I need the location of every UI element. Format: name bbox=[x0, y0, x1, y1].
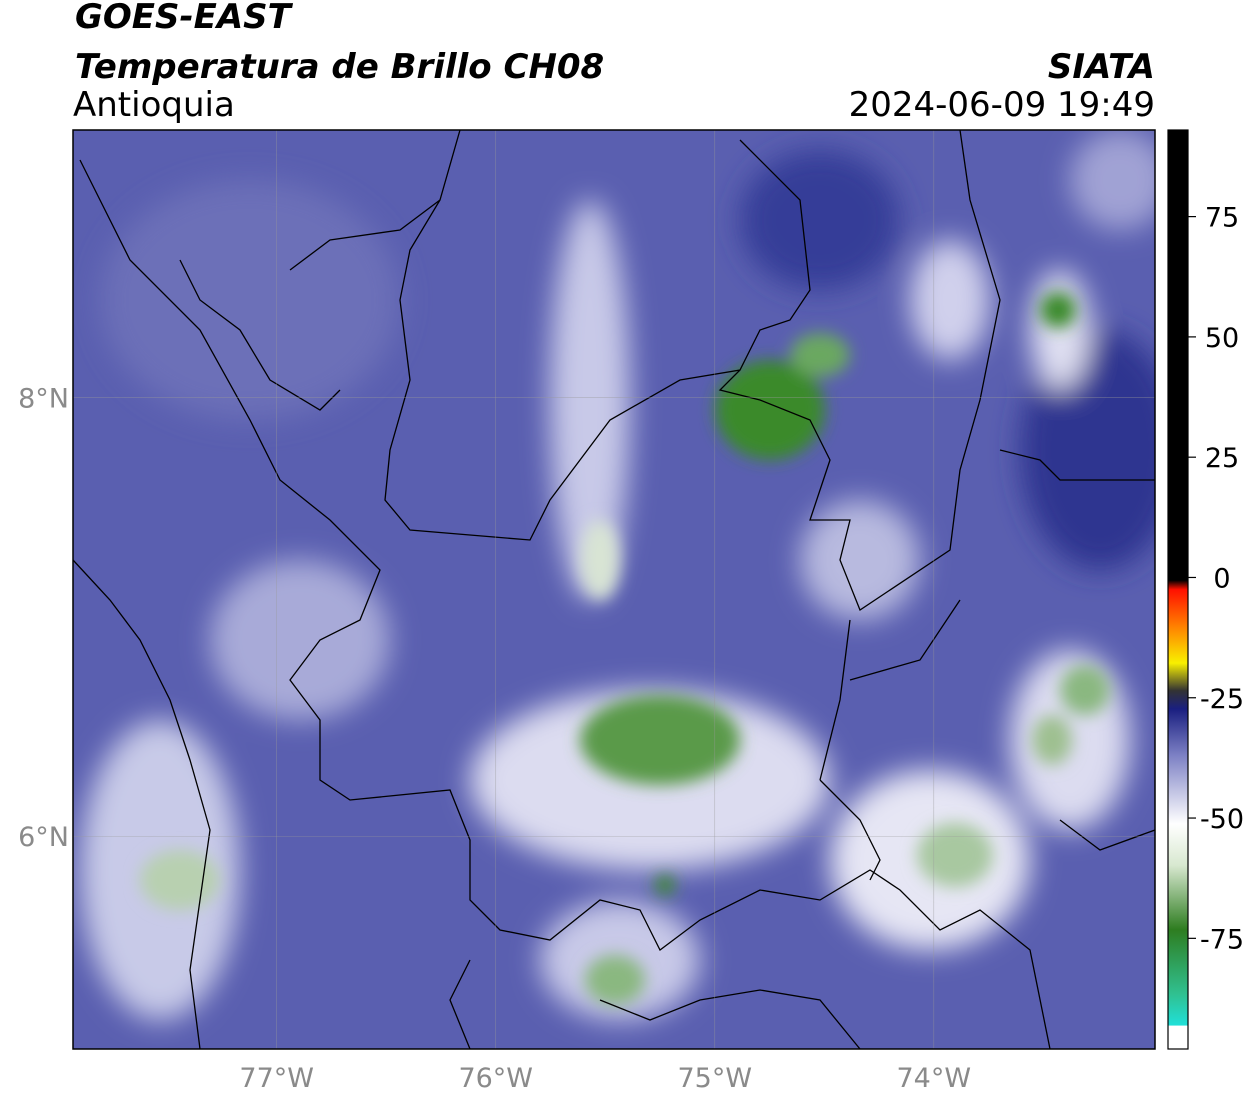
borders bbox=[73, 130, 1155, 1049]
map-frame bbox=[72, 129, 1156, 1050]
x-tick-label: 77°W bbox=[239, 1063, 314, 1094]
colorbar-tick-label: 25 bbox=[1205, 443, 1239, 474]
map-image bbox=[73, 130, 1155, 1049]
colorbar bbox=[1167, 129, 1189, 1050]
y-tick-label: 8°N bbox=[18, 384, 69, 415]
product-title: Temperatura de Brillo CH08 bbox=[75, 47, 604, 87]
colorbar-tick-label: -25 bbox=[1200, 684, 1244, 715]
colorbar-tick-label: -75 bbox=[1200, 924, 1244, 955]
source-label: SIATA bbox=[1048, 47, 1155, 87]
x-tick-label: 74°W bbox=[897, 1063, 972, 1094]
colorbar-tick-label: -50 bbox=[1200, 804, 1244, 835]
colorbar-tick-label: 50 bbox=[1205, 323, 1239, 354]
datetime-label: 2024-06-09 19:49 bbox=[849, 85, 1155, 125]
region-label: Antioquia bbox=[73, 85, 235, 125]
colorbar-tick-label: 0 bbox=[1213, 563, 1230, 594]
satellite-title: GOES-EAST bbox=[75, 0, 294, 37]
y-tick-label: 6°N bbox=[18, 822, 69, 853]
colorbar-tick-label: 75 bbox=[1205, 203, 1239, 234]
grid bbox=[73, 130, 1155, 1049]
x-tick-label: 75°W bbox=[677, 1063, 752, 1094]
x-tick-label: 76°W bbox=[458, 1063, 533, 1094]
